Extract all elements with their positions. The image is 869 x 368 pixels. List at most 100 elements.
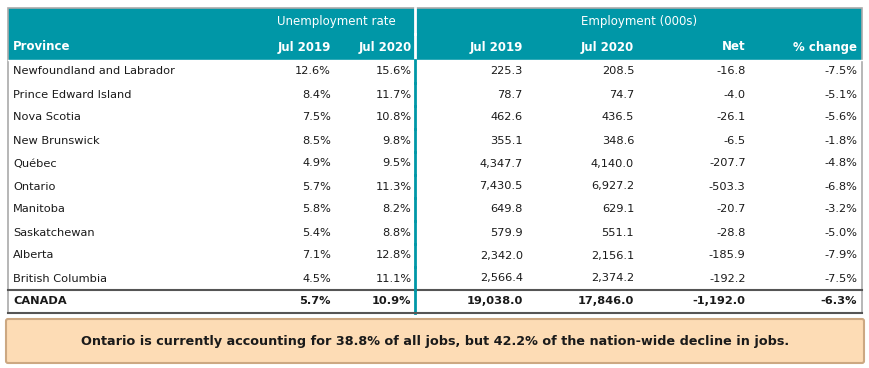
Text: 5.8%: 5.8% [302,205,330,215]
Text: 436.5: 436.5 [601,113,634,123]
Text: 4.9%: 4.9% [302,159,330,169]
Text: 7.5%: 7.5% [302,113,330,123]
Text: -503.3: -503.3 [708,181,745,191]
Text: 5.7%: 5.7% [302,181,330,191]
Bar [8,152,861,175]
Text: 4.5%: 4.5% [302,273,330,283]
Bar [8,106,861,129]
Text: -1.8%: -1.8% [823,135,856,145]
Text: Nova Scotia: Nova Scotia [13,113,81,123]
Text: CANADA: CANADA [13,297,67,307]
Bar [8,267,861,290]
Text: 7,430.5: 7,430.5 [479,181,522,191]
Text: Alberta: Alberta [13,251,55,261]
Text: 649.8: 649.8 [490,205,522,215]
Text: Net: Net [721,40,745,53]
Text: -6.8%: -6.8% [823,181,856,191]
Text: 11.3%: 11.3% [375,181,411,191]
Text: -192.2: -192.2 [708,273,745,283]
Text: -20.7: -20.7 [715,205,745,215]
Text: -28.8: -28.8 [715,227,745,237]
Text: -7.5%: -7.5% [823,67,856,77]
Text: Ontario: Ontario [13,181,56,191]
Text: 74.7: 74.7 [608,89,634,99]
Text: 10.9%: 10.9% [372,297,411,307]
Text: Jul 2019: Jul 2019 [469,40,522,53]
Text: 6,927.2: 6,927.2 [590,181,634,191]
Text: 8.8%: 8.8% [382,227,411,237]
Text: 225.3: 225.3 [490,67,522,77]
Text: 579.9: 579.9 [489,227,522,237]
Text: -207.7: -207.7 [708,159,745,169]
Text: Saskatchewan: Saskatchewan [13,227,95,237]
Bar [8,8,861,34]
Bar [8,198,861,221]
Text: 7.1%: 7.1% [302,251,330,261]
Bar [8,8,861,313]
Text: 12.8%: 12.8% [375,251,411,261]
Text: Jul 2020: Jul 2020 [580,40,634,53]
Text: 2,566.4: 2,566.4 [480,273,522,283]
Text: 8.2%: 8.2% [382,205,411,215]
Text: 19,038.0: 19,038.0 [466,297,522,307]
Text: 17,846.0: 17,846.0 [577,297,634,307]
Text: 629.1: 629.1 [601,205,634,215]
Bar [8,221,861,244]
Text: 2,342.0: 2,342.0 [479,251,522,261]
Text: 4,347.7: 4,347.7 [479,159,522,169]
Text: -5.6%: -5.6% [823,113,856,123]
Text: British Columbia: British Columbia [13,273,107,283]
Text: Québec: Québec [13,159,56,169]
Bar [8,83,861,106]
Text: Ontario is currently accounting for 38.8% of all jobs, but 42.2% of the nation-w: Ontario is currently accounting for 38.8… [81,335,788,347]
Text: Jul 2020: Jul 2020 [358,40,411,53]
Text: 2,374.2: 2,374.2 [590,273,634,283]
Text: -3.2%: -3.2% [823,205,856,215]
Text: 12.6%: 12.6% [295,67,330,77]
Text: 8.5%: 8.5% [302,135,330,145]
Bar [8,129,861,152]
Text: Jul 2019: Jul 2019 [277,40,330,53]
Text: -7.9%: -7.9% [823,251,856,261]
Text: -7.5%: -7.5% [823,273,856,283]
Text: 5.4%: 5.4% [302,227,330,237]
Bar [8,60,861,83]
Text: 2,156.1: 2,156.1 [590,251,634,261]
Text: 355.1: 355.1 [489,135,522,145]
Text: % change: % change [792,40,856,53]
Text: Employment (000s): Employment (000s) [580,14,696,28]
Text: 9.5%: 9.5% [382,159,411,169]
Text: -5.1%: -5.1% [823,89,856,99]
Text: -6.3%: -6.3% [819,297,856,307]
Text: 8.4%: 8.4% [302,89,330,99]
Text: Province: Province [13,40,70,53]
Text: 11.1%: 11.1% [375,273,411,283]
Bar [8,290,861,313]
Text: 462.6: 462.6 [490,113,522,123]
Text: -1,192.0: -1,192.0 [692,297,745,307]
Text: Newfoundland and Labrador: Newfoundland and Labrador [13,67,175,77]
Text: 5.7%: 5.7% [299,297,330,307]
Bar [8,34,861,60]
Text: 348.6: 348.6 [601,135,634,145]
Text: Prince Edward Island: Prince Edward Island [13,89,131,99]
Text: 15.6%: 15.6% [375,67,411,77]
Text: 78.7: 78.7 [497,89,522,99]
Text: -16.8: -16.8 [715,67,745,77]
Text: -4.8%: -4.8% [823,159,856,169]
Text: -4.0: -4.0 [723,89,745,99]
Text: 4,140.0: 4,140.0 [590,159,634,169]
FancyBboxPatch shape [6,319,863,363]
Text: -6.5: -6.5 [723,135,745,145]
Text: 10.8%: 10.8% [375,113,411,123]
Text: -26.1: -26.1 [715,113,745,123]
Text: 551.1: 551.1 [600,227,634,237]
Text: 11.7%: 11.7% [375,89,411,99]
Bar [8,244,861,267]
Text: 9.8%: 9.8% [382,135,411,145]
Text: -185.9: -185.9 [708,251,745,261]
Text: New Brunswick: New Brunswick [13,135,100,145]
Text: Unemployment rate: Unemployment rate [276,14,395,28]
Text: Manitoba: Manitoba [13,205,66,215]
Text: -5.0%: -5.0% [823,227,856,237]
